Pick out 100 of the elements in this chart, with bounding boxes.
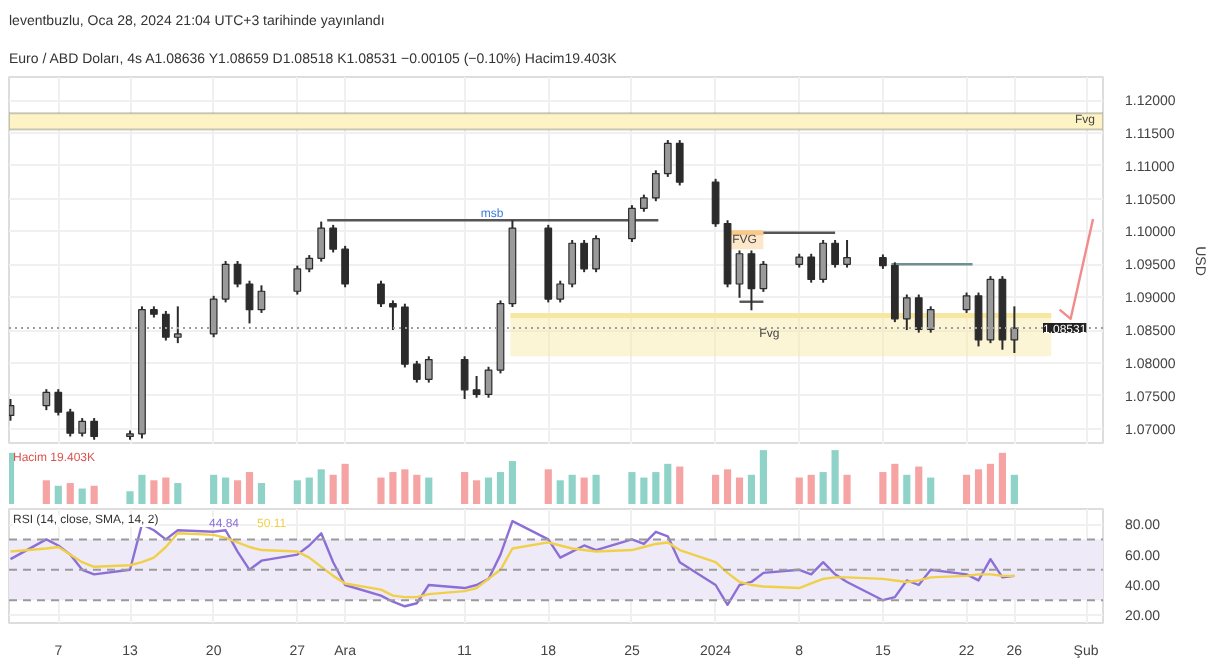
candlestick <box>711 177 720 228</box>
candlestick <box>317 220 326 263</box>
bar <box>150 480 158 504</box>
bar <box>78 488 86 504</box>
bar <box>90 485 98 504</box>
candlestick <box>293 264 302 296</box>
bar <box>962 474 971 504</box>
bar <box>795 477 803 504</box>
candlestick <box>759 260 768 293</box>
bar <box>329 474 337 504</box>
candlestick <box>568 238 577 289</box>
bar <box>66 483 74 504</box>
candlestick <box>651 169 660 203</box>
candlestick <box>556 279 565 304</box>
bar <box>317 469 325 504</box>
candlestick <box>843 238 851 269</box>
bar <box>9 452 15 504</box>
bar <box>807 474 815 504</box>
candlestick <box>831 238 839 269</box>
candlestick <box>472 375 481 399</box>
candlestick <box>807 252 816 284</box>
bar <box>305 477 313 504</box>
bar <box>556 480 564 504</box>
candlestick <box>974 291 983 348</box>
bar <box>413 474 421 504</box>
candlestick <box>484 365 493 399</box>
bar <box>461 472 469 504</box>
bar <box>759 450 767 504</box>
bar <box>496 472 505 504</box>
candlestick <box>747 249 756 312</box>
bar <box>508 461 517 504</box>
bar <box>664 463 672 504</box>
bar <box>831 450 839 504</box>
bar <box>484 477 493 504</box>
bar <box>126 491 134 504</box>
bar <box>341 463 349 504</box>
candlestick <box>735 249 744 299</box>
bar <box>592 474 600 504</box>
candlestick <box>341 244 349 289</box>
bar <box>389 472 397 504</box>
bar <box>998 452 1006 504</box>
bar <box>233 480 242 504</box>
candlestick <box>233 260 242 289</box>
bar <box>915 466 923 504</box>
candlestick <box>245 279 254 325</box>
bar <box>819 472 827 504</box>
bar <box>222 477 230 504</box>
candlestick <box>9 398 15 422</box>
bar <box>652 472 660 504</box>
bar <box>425 477 433 504</box>
bar <box>580 477 588 504</box>
bar <box>747 474 756 504</box>
bar <box>568 474 576 504</box>
candlestick <box>914 293 923 334</box>
bar <box>472 480 481 504</box>
bar <box>293 480 301 504</box>
candlestick <box>54 388 63 417</box>
candlestick <box>329 223 338 254</box>
candlestick <box>78 417 87 438</box>
candlestick <box>221 260 230 304</box>
line-series <box>9 532 1016 599</box>
bar <box>54 485 62 504</box>
candlestick <box>592 234 600 274</box>
candlestick <box>377 279 385 308</box>
candlestick <box>460 355 469 400</box>
bar <box>712 474 720 504</box>
bar <box>401 469 409 504</box>
bar <box>640 477 648 504</box>
bar <box>377 477 385 504</box>
bar <box>843 474 851 504</box>
bar <box>138 474 146 504</box>
candlestick <box>389 299 397 331</box>
bar <box>245 472 254 504</box>
candlestick <box>819 238 828 284</box>
bar <box>676 466 684 504</box>
candlestick <box>90 417 99 441</box>
bar <box>986 463 995 504</box>
bar <box>927 477 935 504</box>
candlestick <box>66 407 75 438</box>
bar <box>879 472 887 504</box>
bar <box>735 477 744 504</box>
bar <box>210 474 218 504</box>
bar <box>1010 474 1018 504</box>
bar <box>723 469 732 504</box>
bar <box>903 474 911 504</box>
candlestick <box>424 355 433 384</box>
candlestick <box>675 139 684 187</box>
candlestick <box>161 309 170 342</box>
candlestick <box>628 204 636 243</box>
bar <box>162 477 170 504</box>
bar <box>42 480 50 504</box>
candlestick <box>663 139 672 178</box>
candlestick <box>962 291 971 314</box>
candlestick <box>580 238 589 274</box>
bar <box>174 483 182 504</box>
candlestick <box>412 359 421 384</box>
candlestick <box>42 388 51 412</box>
bar <box>628 472 636 504</box>
bar <box>891 463 899 504</box>
bar <box>257 483 266 504</box>
